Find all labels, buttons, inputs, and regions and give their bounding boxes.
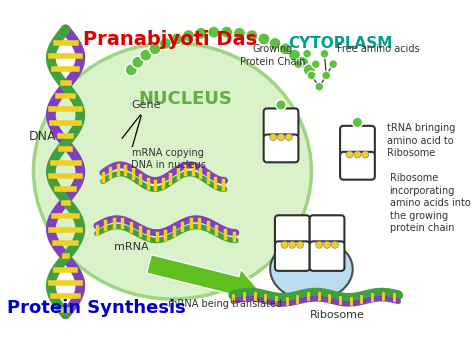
Text: tRNA bringing
amino acid to
Ribosome: tRNA bringing amino acid to Ribosome bbox=[387, 123, 456, 158]
Ellipse shape bbox=[34, 43, 311, 299]
Circle shape bbox=[352, 117, 363, 127]
Circle shape bbox=[320, 49, 329, 58]
FancyBboxPatch shape bbox=[340, 126, 375, 155]
Circle shape bbox=[315, 82, 324, 91]
Circle shape bbox=[324, 241, 330, 248]
Circle shape bbox=[258, 33, 270, 45]
Circle shape bbox=[289, 49, 301, 61]
Circle shape bbox=[279, 43, 292, 55]
Circle shape bbox=[322, 71, 330, 80]
Circle shape bbox=[311, 60, 320, 69]
Circle shape bbox=[149, 43, 161, 55]
FancyBboxPatch shape bbox=[310, 241, 345, 271]
Circle shape bbox=[346, 151, 353, 158]
FancyBboxPatch shape bbox=[340, 152, 375, 180]
Circle shape bbox=[233, 27, 246, 39]
Circle shape bbox=[331, 241, 338, 248]
Text: Protein Synthesis: Protein Synthesis bbox=[8, 299, 186, 317]
Circle shape bbox=[125, 64, 137, 76]
Circle shape bbox=[294, 60, 303, 69]
Text: Pranabjyoti Das: Pranabjyoti Das bbox=[83, 30, 257, 49]
FancyBboxPatch shape bbox=[275, 215, 310, 245]
FancyBboxPatch shape bbox=[264, 108, 299, 138]
Circle shape bbox=[297, 241, 304, 248]
Circle shape bbox=[297, 56, 309, 68]
Text: Ribosome
incorporating
amino acids into
the growing
protein chain: Ribosome incorporating amino acids into … bbox=[390, 173, 470, 233]
Circle shape bbox=[220, 26, 233, 38]
FancyBboxPatch shape bbox=[264, 135, 299, 162]
FancyBboxPatch shape bbox=[275, 241, 310, 271]
Circle shape bbox=[278, 133, 284, 141]
Circle shape bbox=[140, 49, 152, 61]
Text: NUCLEUS: NUCLEUS bbox=[138, 90, 232, 108]
Text: Free amino acids: Free amino acids bbox=[337, 44, 419, 54]
Circle shape bbox=[132, 56, 144, 68]
Text: mRNA being translated: mRNA being translated bbox=[168, 299, 282, 309]
Text: Gene: Gene bbox=[132, 100, 161, 110]
Circle shape bbox=[303, 64, 315, 76]
Circle shape bbox=[303, 49, 311, 58]
Circle shape bbox=[270, 133, 277, 141]
Text: mRNA copying
DNA in nucleus: mRNA copying DNA in nucleus bbox=[131, 148, 206, 170]
Text: DNA: DNA bbox=[29, 130, 56, 143]
FancyBboxPatch shape bbox=[310, 215, 345, 245]
Circle shape bbox=[285, 133, 292, 141]
Circle shape bbox=[276, 100, 286, 110]
Circle shape bbox=[269, 37, 281, 50]
Circle shape bbox=[354, 151, 361, 158]
Circle shape bbox=[329, 60, 337, 69]
Circle shape bbox=[208, 26, 220, 38]
Circle shape bbox=[159, 37, 172, 50]
Text: CYTOPLASM: CYTOPLASM bbox=[288, 36, 392, 51]
Circle shape bbox=[182, 29, 194, 42]
Circle shape bbox=[362, 151, 369, 158]
Circle shape bbox=[195, 27, 207, 39]
Circle shape bbox=[316, 241, 323, 248]
Circle shape bbox=[289, 241, 296, 248]
Text: Growing
Protein Chain: Growing Protein Chain bbox=[239, 44, 305, 67]
Circle shape bbox=[246, 29, 258, 42]
Circle shape bbox=[171, 33, 182, 45]
FancyArrow shape bbox=[146, 255, 260, 303]
Circle shape bbox=[307, 71, 316, 80]
Text: mRNA: mRNA bbox=[114, 242, 149, 252]
Text: Ribosome: Ribosome bbox=[310, 310, 365, 320]
Circle shape bbox=[281, 241, 288, 248]
Ellipse shape bbox=[270, 238, 353, 300]
